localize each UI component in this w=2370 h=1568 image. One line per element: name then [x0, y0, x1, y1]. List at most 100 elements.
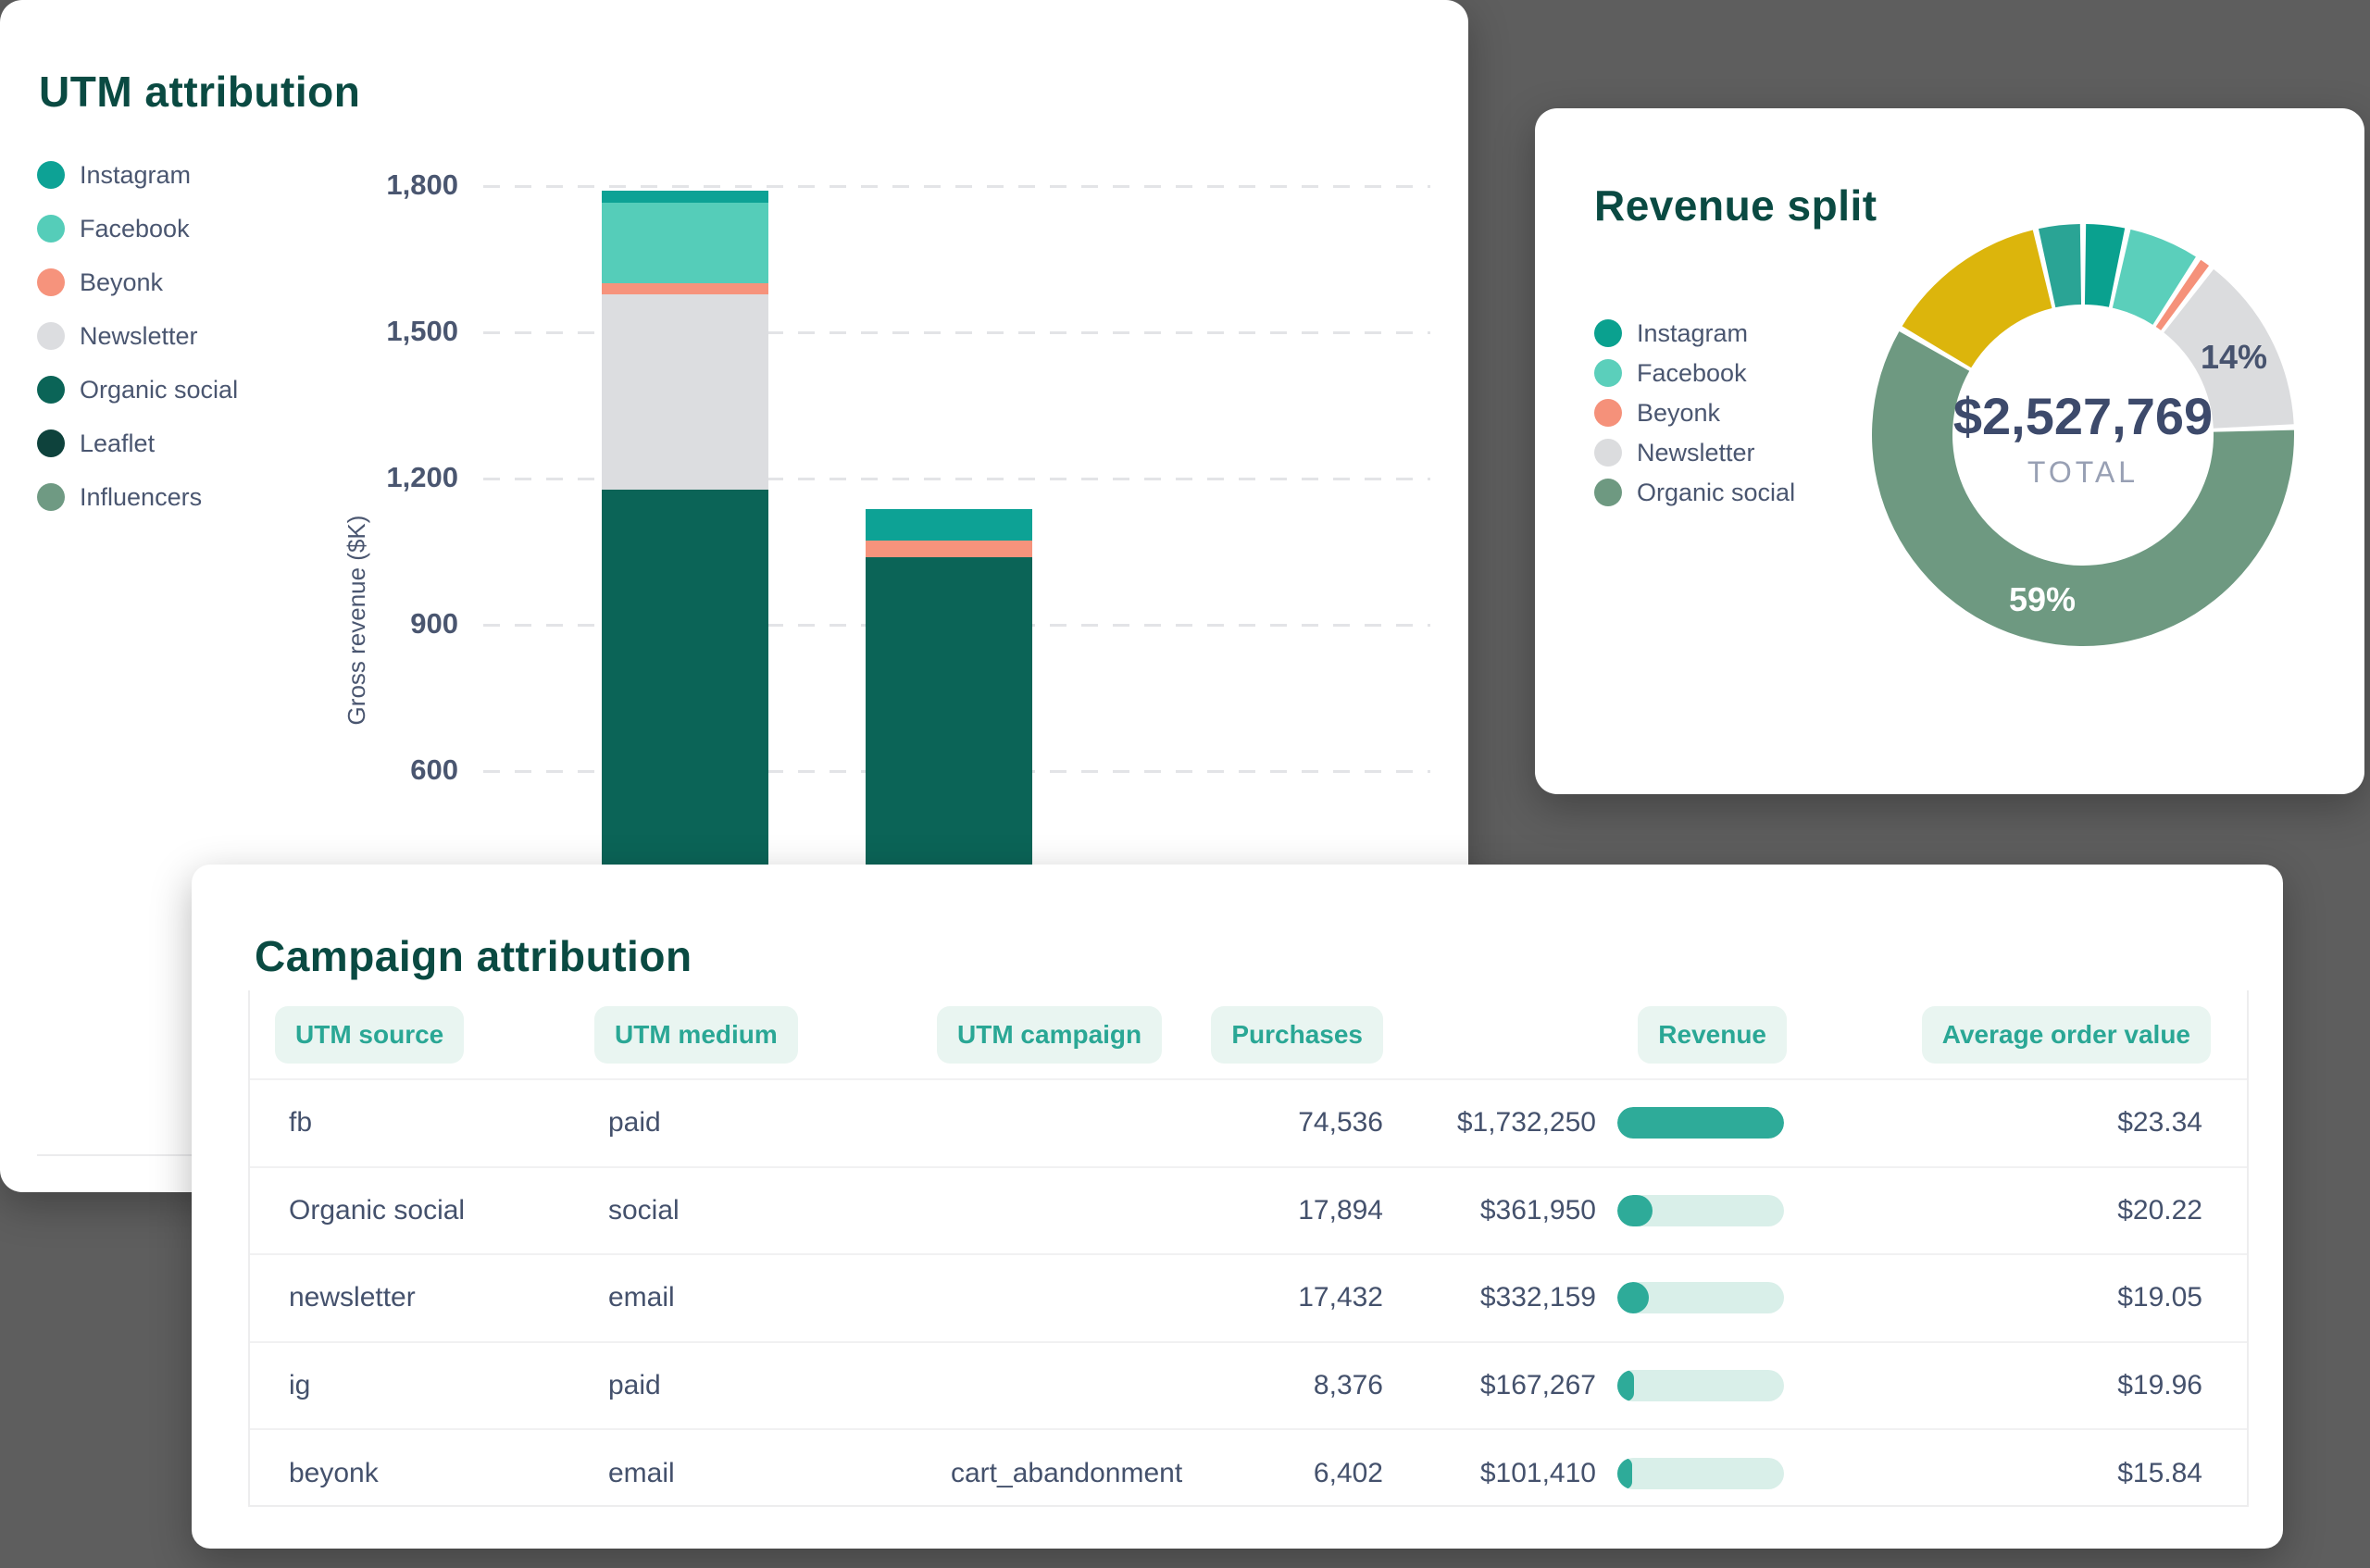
- cell-utm-medium: paid: [608, 1370, 661, 1401]
- legend-dot-icon: [37, 322, 65, 350]
- cell-purchases: 17,432: [1298, 1282, 1383, 1313]
- revenue-bar-fill: [1617, 1107, 1784, 1139]
- donut-slice-unlabeled: [1902, 230, 2052, 368]
- cell-average-order-value: $15.84: [2117, 1457, 2202, 1488]
- revenue-value: $167,267: [1479, 1370, 1596, 1401]
- legend-dot-icon: [37, 483, 65, 511]
- revenue-bar-fill: [1617, 1457, 1632, 1489]
- table-row[interactable]: beyonk email cart_abandonment 6,402 $101,410…: [250, 1428, 2247, 1516]
- donut-chart-legend: Instagram Facebook Beyonk Newsletter Organic…: [1594, 319, 1795, 518]
- legend-item-beyonk[interactable]: Beyonk: [37, 268, 238, 296]
- legend-label: Instagram: [1637, 318, 1749, 347]
- legend-label: Beyonk: [80, 268, 164, 296]
- donut-label-newsletter: 14%: [2200, 338, 2268, 376]
- legend-item-organic-social[interactable]: Organic social: [1594, 479, 1795, 506]
- cell-utm-medium: email: [608, 1282, 675, 1313]
- legend-item-newsletter[interactable]: Newsletter: [37, 322, 238, 350]
- column-header-utm-source[interactable]: UTM source: [275, 1005, 465, 1064]
- donut-slice-beyonk: [2155, 259, 2210, 330]
- legend-dot-icon: [37, 161, 65, 189]
- legend-label: Newsletter: [1637, 438, 1755, 467]
- column-header-average-order-value[interactable]: Average order value: [1921, 1005, 2211, 1064]
- donut-slice-instagram: [2084, 224, 2126, 307]
- cell-utm-campaign: cart_abandonment: [951, 1457, 1183, 1488]
- legend-item-facebook[interactable]: Facebook: [1594, 359, 1795, 387]
- column-header-purchases[interactable]: Purchases: [1211, 1005, 1383, 1064]
- legend-dot-icon: [37, 215, 65, 243]
- legend-item-instagram[interactable]: Instagram: [37, 161, 238, 189]
- cell-purchases: 6,402: [1313, 1457, 1383, 1488]
- revenue-bar-fill: [1617, 1194, 1653, 1226]
- donut-label-organic-social: 59%: [2008, 580, 2077, 618]
- cell-purchases: 74,536: [1298, 1107, 1383, 1139]
- cell-purchases: 8,376: [1313, 1370, 1383, 1401]
- cell-utm-source: Organic social: [289, 1194, 466, 1226]
- legend-label: Instagram: [80, 160, 192, 189]
- revenue-bar-track: [1617, 1107, 1784, 1139]
- legend-dot-icon: [1594, 479, 1622, 506]
- cell-revenue: $1,732,250: [1383, 1107, 1824, 1139]
- legend-dot-icon: [37, 376, 65, 404]
- donut-total-value: $2,527,769: [1952, 387, 2214, 445]
- cell-utm-source: beyonk: [289, 1457, 379, 1488]
- legend-item-facebook[interactable]: Facebook: [37, 215, 238, 243]
- bar-segment-instagram: [602, 191, 768, 204]
- y-tick-label: 1,800: [386, 168, 458, 201]
- donut-chart: [1872, 224, 2295, 646]
- revenue-value: $1,732,250: [1456, 1107, 1596, 1139]
- legend-item-leaflet[interactable]: Leaflet: [37, 429, 238, 457]
- legend-item-beyonk[interactable]: Beyonk: [1594, 399, 1795, 427]
- cell-revenue: $167,267: [1383, 1370, 1824, 1402]
- legend-dot-icon: [1594, 359, 1622, 387]
- table-row[interactable]: Organic social social 17,894 $361,950 $20.22: [250, 1165, 2247, 1254]
- campaign-table-header: UTM source UTM medium UTM campaign Purch…: [250, 990, 2247, 1078]
- cell-utm-medium: paid: [608, 1107, 661, 1139]
- campaign-table: UTM source UTM medium UTM campaign Purch…: [248, 990, 2249, 1507]
- legend-item-newsletter[interactable]: Newsletter: [1594, 439, 1795, 467]
- donut-slice-unlabeled: [2038, 224, 2082, 308]
- legend-label: Leaflet: [80, 429, 156, 457]
- column-header-utm-campaign[interactable]: UTM campaign: [937, 1005, 1163, 1064]
- legend-label: Influencers: [80, 482, 203, 511]
- cell-average-order-value: $20.22: [2117, 1194, 2202, 1226]
- legend-item-organic-social[interactable]: Organic social: [37, 376, 238, 404]
- legend-item-instagram[interactable]: Instagram: [1594, 319, 1795, 347]
- gridline: [483, 331, 1430, 334]
- legend-label: Newsletter: [80, 321, 198, 350]
- legend-dot-icon: [37, 268, 65, 296]
- revenue-value: $332,159: [1479, 1282, 1596, 1313]
- utm-chart-legend: Instagram Facebook Beyonk Newsletter Organic…: [37, 161, 238, 537]
- bar-segment-facebook: [602, 203, 768, 284]
- y-tick-label: 600: [410, 753, 458, 787]
- column-header-utm-medium[interactable]: UTM medium: [594, 1005, 798, 1064]
- cell-average-order-value: $19.96: [2117, 1370, 2202, 1401]
- cell-utm-medium: social: [608, 1194, 680, 1226]
- revenue-split-title: Revenue split: [1594, 181, 1877, 230]
- table-row[interactable]: ig paid 8,376 $167,267 $19.96: [250, 1340, 2247, 1429]
- revenue-bar-fill: [1617, 1370, 1634, 1402]
- column-header-revenue[interactable]: Revenue: [1638, 1005, 1787, 1064]
- table-row[interactable]: newsletter email 17,432 $332,159 $19.05: [250, 1253, 2247, 1341]
- y-tick-label: 1,500: [386, 315, 458, 347]
- revenue-value: $361,950: [1479, 1194, 1596, 1226]
- legend-dot-icon: [1594, 399, 1622, 427]
- revenue-bar-fill: [1617, 1282, 1650, 1314]
- revenue-bar-track: [1617, 1194, 1784, 1226]
- donut-slice-facebook: [2112, 229, 2196, 325]
- cell-revenue: $101,410: [1383, 1457, 1824, 1489]
- revenue-split-card: Revenue split Instagram Facebook Beyonk New…: [1535, 108, 2364, 794]
- cell-average-order-value: $23.34: [2117, 1107, 2202, 1139]
- revenue-bar-track: [1617, 1370, 1784, 1402]
- legend-item-influencers[interactable]: Influencers: [37, 483, 238, 511]
- y-tick-label: 900: [410, 607, 458, 641]
- cell-utm-source: fb: [289, 1107, 313, 1139]
- legend-label: Organic social: [1637, 478, 1796, 506]
- legend-dot-icon: [1594, 439, 1622, 467]
- cell-average-order-value: $19.05: [2117, 1282, 2202, 1313]
- legend-dot-icon: [37, 429, 65, 457]
- legend-label: Organic social: [80, 375, 239, 404]
- revenue-bar-track: [1617, 1457, 1784, 1489]
- table-row[interactable]: fb paid 74,536 $1,732,250 $23.34: [250, 1078, 2247, 1166]
- revenue-value: $101,410: [1479, 1457, 1596, 1488]
- legend-label: Facebook: [80, 214, 190, 243]
